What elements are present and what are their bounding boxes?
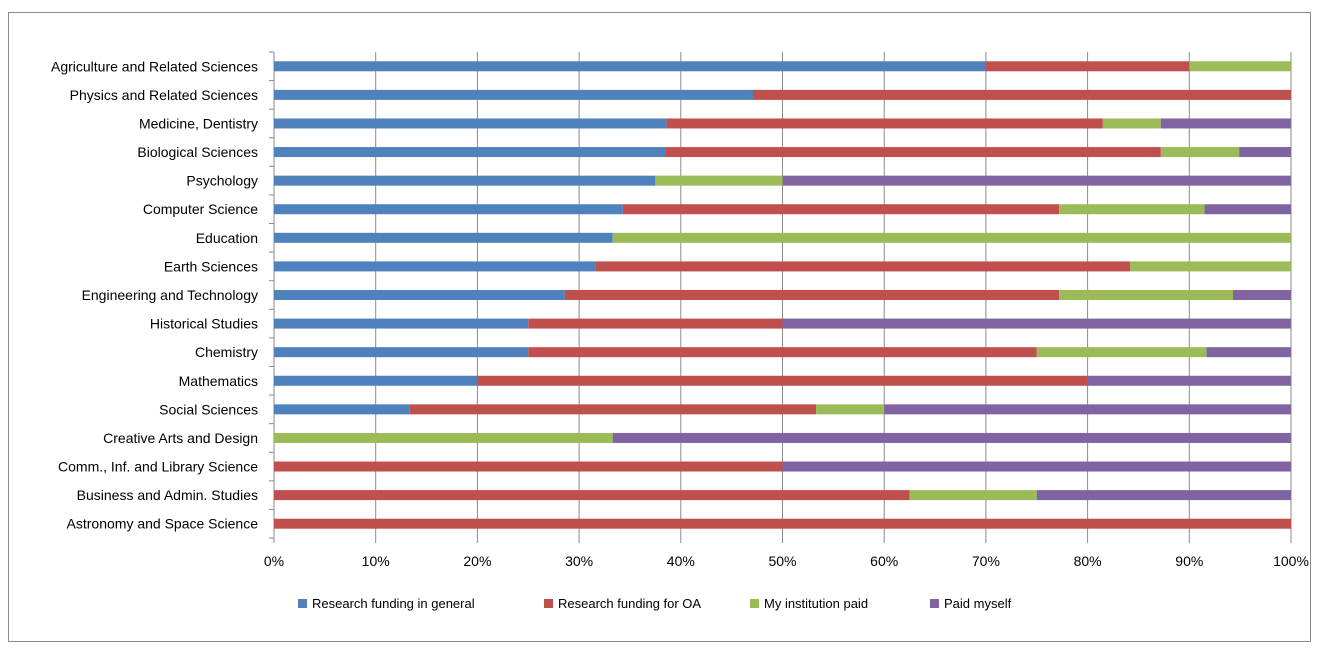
bar-segment [1189, 61, 1291, 72]
bar-segment [274, 404, 410, 415]
bar-segment [274, 261, 596, 272]
bar-segment [655, 175, 783, 186]
bar-segment [274, 89, 754, 100]
legend-swatch [930, 599, 939, 608]
bar-segment [274, 118, 667, 129]
bar-segment [782, 461, 1291, 472]
bar-segment [1204, 204, 1291, 215]
bar-segment [274, 347, 529, 358]
bar-segment [528, 347, 1037, 358]
bar-segment [274, 290, 565, 300]
bar-segment [274, 375, 478, 386]
x-tick-label: 90% [1175, 553, 1203, 569]
bar-segment [782, 318, 1291, 329]
bar-segment [909, 490, 1037, 501]
bar-segment [1239, 147, 1291, 158]
x-tick-label: 10% [362, 553, 390, 569]
bar-segment [274, 461, 783, 472]
bar-segment [1102, 118, 1161, 129]
bar-segment [274, 318, 529, 329]
legend-label: My institution paid [764, 596, 868, 611]
category-label: Historical Studies [150, 316, 258, 332]
bar-segment [274, 490, 910, 501]
legend-label: Research funding for OA [558, 596, 701, 611]
x-tick-label: 70% [972, 553, 1000, 569]
x-tick-label: 40% [667, 553, 695, 569]
category-label: Chemistry [195, 344, 258, 360]
bar-segment [1160, 118, 1291, 129]
legend-swatch [298, 599, 307, 608]
bar-segment [753, 89, 1291, 100]
bar-segment [612, 232, 1291, 243]
category-label: Biological Sciences [137, 144, 258, 160]
bar-segment [274, 232, 613, 243]
legend-label: Paid myself [944, 596, 1012, 611]
category-label: Education [196, 230, 258, 246]
bar-segment [274, 432, 613, 443]
x-tick-label: 50% [768, 553, 796, 569]
bar-segment [782, 175, 1291, 186]
bar-segment [612, 432, 1291, 443]
category-label: Computer Science [143, 201, 258, 217]
bar-segment [595, 261, 1131, 272]
bar-segment [477, 375, 1088, 386]
bar-segment [274, 147, 666, 158]
category-label: Agriculture and Related Sciences [51, 58, 258, 74]
category-label: Business and Admin. Studies [77, 487, 258, 503]
category-label: Medicine, Dentistry [139, 115, 258, 131]
bar-segment [274, 61, 986, 72]
bar-segment [274, 518, 1291, 529]
bar-segment [409, 404, 817, 415]
category-label: Comm., Inf. and Library Science [58, 459, 258, 475]
x-tick-label: 30% [565, 553, 593, 569]
category-label: Astronomy and Space Science [67, 516, 259, 532]
category-label: Mathematics [179, 373, 258, 389]
category-label: Psychology [186, 173, 258, 189]
bar-segment [666, 118, 1103, 129]
bar-segment [884, 404, 1291, 415]
legend-swatch [544, 599, 553, 608]
bar-segment [1036, 347, 1207, 358]
category-label: Physics and Related Sciences [70, 87, 258, 103]
bar-segment [1059, 290, 1234, 300]
x-tick-label: 100% [1273, 553, 1309, 569]
x-tick-label: 0% [264, 553, 284, 569]
bar-segment [1087, 375, 1291, 386]
bar-segment [665, 147, 1161, 158]
legend-swatch [750, 599, 759, 608]
bar-segment [1059, 204, 1205, 215]
legend-label: Research funding in general [312, 596, 475, 611]
bar-segment [564, 290, 1060, 300]
bar-segment [1233, 290, 1291, 300]
bar-segment [1130, 261, 1291, 272]
category-label: Engineering and Technology [82, 287, 258, 303]
x-tick-label: 60% [870, 553, 898, 569]
x-tick-label: 80% [1074, 553, 1102, 569]
category-label: Creative Arts and Design [103, 430, 258, 446]
x-tick-label: 20% [463, 553, 491, 569]
bar-segment [1160, 147, 1240, 158]
bar-segment [622, 204, 1060, 215]
bar-segment [1036, 490, 1291, 501]
bar-segment [1206, 347, 1291, 358]
category-label: Earth Sciences [164, 258, 258, 274]
bar-segment [274, 204, 623, 215]
category-label: Social Sciences [159, 401, 258, 417]
bar-segment [985, 61, 1190, 72]
bar-segment [274, 175, 656, 186]
bar-segment [528, 318, 783, 329]
bar-segment [816, 404, 885, 415]
